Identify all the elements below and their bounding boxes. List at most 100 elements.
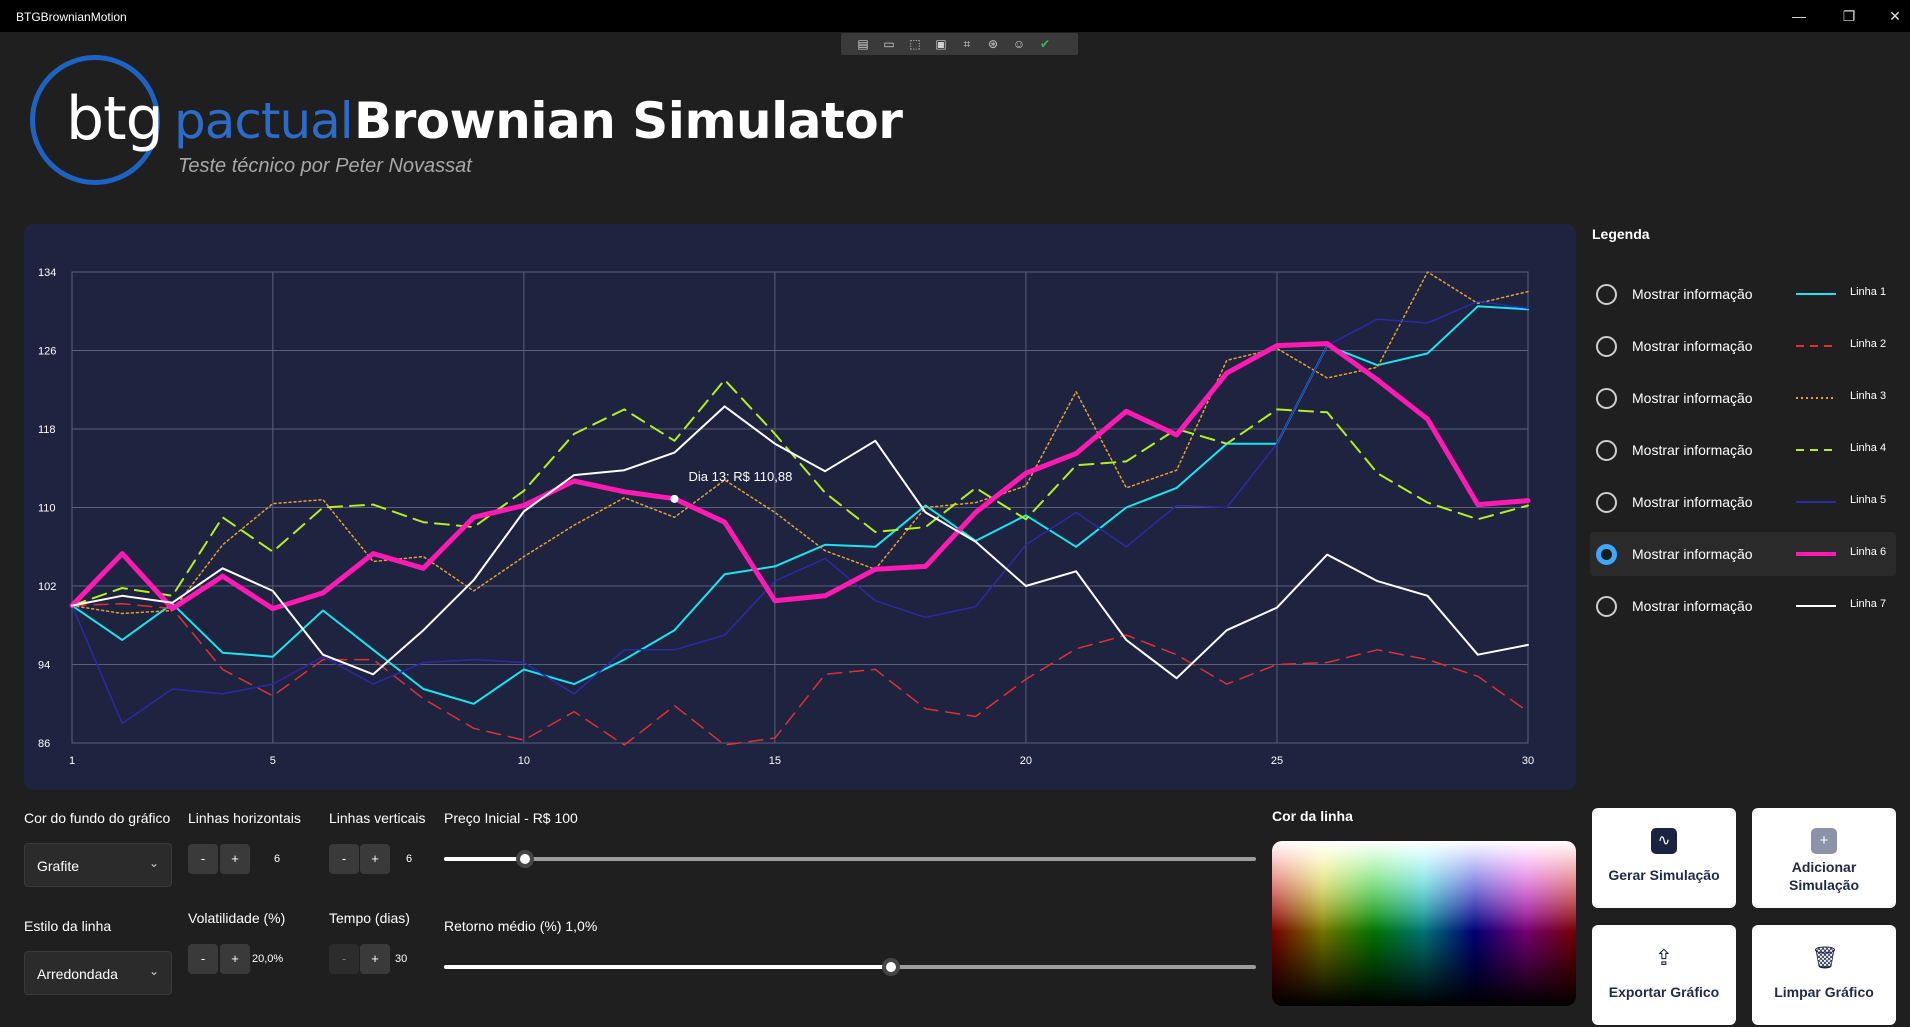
- bg-color-label: Cor do fundo do gráfico: [24, 810, 171, 826]
- show-info-label: Mostrar informação: [1632, 286, 1753, 302]
- volatility-decrement-button[interactable]: -: [188, 944, 218, 974]
- legend-series-name: Linha 6: [1850, 546, 1887, 558]
- show-info-radio[interactable]: [1596, 336, 1617, 357]
- show-info-radio[interactable]: [1596, 544, 1617, 565]
- slider-thumb[interactable]: [516, 850, 535, 868]
- show-info-radio[interactable]: [1596, 388, 1617, 409]
- initial-price-label: Preço Inicial - R$ 100: [444, 810, 578, 826]
- series-line-linha-7: [71, 405, 1529, 680]
- x-tick-label: 10: [518, 755, 530, 767]
- y-tick-label: 134: [38, 267, 56, 279]
- generate-simulation-button[interactable]: ∿ Gerar Simulação: [1592, 808, 1736, 908]
- h-lines-increment-button[interactable]: +: [220, 844, 250, 874]
- legend-item[interactable]: Mostrar informação Linha 1: [1590, 272, 1896, 316]
- legend-series-name: Linha 3: [1850, 390, 1887, 402]
- show-info-radio[interactable]: [1596, 440, 1617, 461]
- hot-reload-check-icon[interactable]: ✔: [1039, 37, 1051, 51]
- series-line-linha-1: [71, 305, 1529, 705]
- chart-line-icon: ∿: [1651, 828, 1677, 854]
- export-chart-button[interactable]: ⇪ Exportar Gráfico: [1592, 925, 1736, 1025]
- legend-series-name: Linha 1: [1850, 286, 1887, 298]
- camera-icon[interactable]: ▭: [883, 37, 895, 51]
- legend-item[interactable]: Mostrar informação Linha 4: [1590, 428, 1896, 472]
- legend-swatch: [1796, 293, 1836, 295]
- series-line-linha-4: [71, 378, 1529, 607]
- logo-btg-text: btg: [66, 84, 164, 154]
- slider-thumb[interactable]: [881, 958, 900, 976]
- v-lines-increment-button[interactable]: +: [360, 844, 390, 874]
- generate-simulation-label: Gerar Simulação: [1608, 867, 1720, 883]
- clear-chart-label: Limpar Gráfico: [1774, 984, 1874, 1000]
- accessibility-icon[interactable]: ☺: [1012, 37, 1026, 51]
- legend-swatch: [1796, 605, 1836, 607]
- legend-swatch: [1796, 552, 1836, 556]
- h-lines-label: Linhas horizontais: [188, 810, 301, 826]
- page-subtitle: Teste técnico por Peter Novassat: [178, 155, 472, 177]
- show-info-radio[interactable]: [1596, 284, 1617, 305]
- clear-chart-button[interactable]: 🗑 Limpar Gráfico: [1752, 925, 1896, 1025]
- time-increment-button[interactable]: +: [360, 944, 390, 974]
- layout-adorner-icon[interactable]: ▣: [935, 37, 947, 51]
- v-lines-value: 6: [406, 853, 413, 865]
- chevron-down-icon: ⌄: [148, 964, 159, 978]
- plus-icon: +: [1811, 828, 1837, 854]
- h-lines-decrement-button[interactable]: -: [188, 844, 218, 874]
- time-label: Tempo (dias): [329, 910, 410, 926]
- select-element-icon[interactable]: ⬚: [909, 37, 921, 51]
- close-button[interactable]: ✕: [1889, 8, 1901, 24]
- volatility-value: 20,0%: [252, 953, 284, 965]
- legend-title: Legenda: [1592, 226, 1650, 242]
- tooltip-label: Dia 13: R$ 110,88: [688, 469, 792, 484]
- logo-pactual-text: pactual: [174, 92, 354, 150]
- window-title: BTGBrownianMotion: [16, 10, 127, 24]
- binding-failures-icon[interactable]: ⊛: [987, 37, 999, 51]
- bg-color-value: Grafite: [37, 858, 80, 874]
- add-simulation-button[interactable]: + Adicionar Simulação: [1752, 808, 1896, 908]
- legend-item[interactable]: Mostrar informação Linha 2: [1590, 324, 1896, 368]
- show-info-radio[interactable]: [1596, 596, 1617, 617]
- tooltip-point: [670, 494, 679, 503]
- export-chart-label: Exportar Gráfico: [1608, 984, 1720, 1000]
- bg-color-combobox[interactable]: Grafite ⌄: [24, 843, 172, 887]
- legend-item[interactable]: Mostrar informação Linha 7: [1590, 584, 1896, 628]
- volatility-increment-button[interactable]: +: [220, 944, 250, 974]
- line-color-picker[interactable]: [1272, 841, 1576, 1006]
- mean-return-slider[interactable]: [444, 958, 1256, 976]
- line-color-label: Cor da linha: [1272, 808, 1353, 824]
- legend-series-name: Linha 2: [1850, 338, 1887, 350]
- time-value: 30: [395, 953, 408, 965]
- h-lines-value: 6: [274, 853, 281, 865]
- initial-price-slider[interactable]: [444, 850, 1256, 868]
- page-title: Brownian Simulator: [354, 92, 903, 150]
- legend-item[interactable]: Mostrar informação Linha 5: [1590, 480, 1896, 524]
- show-info-label: Mostrar informação: [1632, 494, 1753, 510]
- minimize-button[interactable]: —: [1792, 8, 1806, 24]
- y-tick-label: 118: [38, 424, 56, 436]
- y-tick-label: 126: [38, 346, 56, 358]
- slider-fill: [444, 965, 891, 969]
- x-tick-label: 20: [1020, 755, 1032, 767]
- legend-item[interactable]: Mostrar informação Linha 6: [1590, 532, 1896, 576]
- legend-swatch: [1796, 449, 1836, 451]
- maximize-button[interactable]: ❐: [1842, 8, 1856, 24]
- legend-swatch: [1796, 501, 1836, 503]
- time-decrement-button[interactable]: -: [329, 944, 359, 974]
- show-info-label: Mostrar informação: [1632, 546, 1753, 562]
- x-tick-label: 30: [1522, 755, 1534, 767]
- v-lines-decrement-button[interactable]: -: [329, 844, 359, 874]
- show-info-label: Mostrar informação: [1632, 390, 1753, 406]
- y-tick-label: 94: [38, 660, 50, 672]
- show-info-radio[interactable]: [1596, 492, 1617, 513]
- track-focus-icon[interactable]: ⌗: [963, 37, 971, 51]
- volatility-label: Volatilidade (%): [188, 910, 286, 926]
- legend-swatch: [1796, 345, 1836, 347]
- y-tick-label: 110: [38, 503, 56, 515]
- legend-series-name: Linha 5: [1850, 494, 1887, 506]
- line-style-combobox[interactable]: Arredondada ⌄: [24, 951, 172, 995]
- x-tick-label: 1: [69, 755, 75, 767]
- line-style-label: Estilo da linha: [24, 918, 112, 934]
- show-info-label: Mostrar informação: [1632, 598, 1753, 614]
- live-tree-icon[interactable]: ▤: [857, 37, 869, 51]
- series-line-linha-6: [69, 341, 1531, 612]
- legend-item[interactable]: Mostrar informação Linha 3: [1590, 376, 1896, 420]
